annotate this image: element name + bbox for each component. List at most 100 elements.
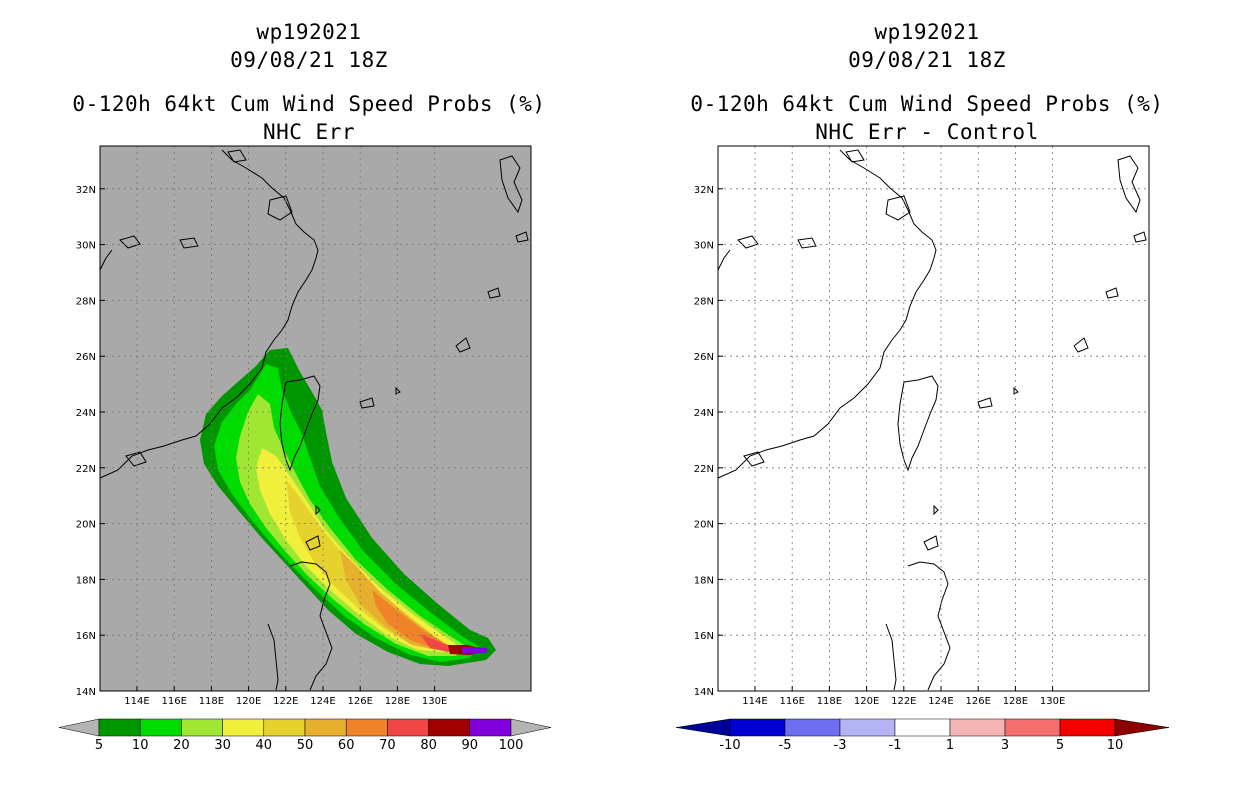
lat-tick-label: 14N	[76, 687, 96, 698]
colorbar-label: 90	[462, 738, 479, 753]
coastline-segment	[289, 561, 333, 691]
lat-tick-label: 18N	[76, 575, 96, 586]
lon-tick-label: 130E	[422, 696, 447, 707]
lon-tick-label: 116E	[779, 696, 804, 707]
colorbar-label: 70	[379, 738, 396, 753]
lat-tick-label: 28N	[694, 296, 714, 307]
swath-level-90	[462, 647, 488, 653]
colorbar-label: -10	[719, 738, 740, 753]
coastline-segment	[885, 623, 897, 691]
lat-tick-label: 16N	[694, 631, 714, 642]
colorbar-over-triangle	[1114, 718, 1170, 737]
coastline-segment	[1013, 386, 1019, 395]
map-nhc-err: 114E 116E 118E 120E 122E 124E 126E 128E 130E 14N 1…	[58, 145, 552, 753]
lat-tick-label: 22N	[76, 464, 96, 475]
coastline-segment	[885, 195, 911, 221]
coastline-segment	[305, 535, 321, 551]
coastline-segment	[1105, 287, 1119, 299]
coastline-segment	[515, 231, 529, 243]
lat-tick-label: 30N	[694, 241, 714, 252]
colorbar-swatch	[304, 718, 347, 737]
coastline-segment	[897, 375, 939, 472]
coastline-segment	[267, 623, 279, 691]
colorbar-swatch	[839, 718, 896, 737]
colorbar-swatch	[98, 718, 141, 737]
coastline-segment	[743, 451, 765, 467]
lon-tick-label: 126E	[347, 696, 372, 707]
panel-nhc-err: wp192021 09/08/21 18Z 0-120h 64kt Cum Wi…	[58, 20, 552, 753]
colorbar-label: 80	[420, 738, 437, 753]
datetime-title: 09/08/21 18Z	[848, 48, 1006, 72]
colorbar-swatch	[729, 718, 786, 737]
coastline-segment	[125, 451, 147, 467]
colorbar-swatch	[784, 718, 841, 737]
coastline-segment	[797, 237, 817, 249]
lon-tick-label: 128E	[1003, 696, 1028, 707]
lat-tick-label: 22N	[694, 464, 714, 475]
colorbar-under-triangle	[58, 718, 100, 737]
datetime-title: 09/08/21 18Z	[230, 48, 388, 72]
lat-tick-label: 20N	[76, 520, 96, 531]
coastline-segment	[1073, 337, 1089, 353]
coastline-segment	[717, 149, 937, 479]
lon-tick-label: 126E	[965, 696, 990, 707]
colorbar-label: 30	[214, 738, 231, 753]
map-frame	[717, 145, 1150, 692]
colorbar-swatch	[428, 718, 471, 737]
colorbar-over-triangle	[510, 718, 552, 737]
colorbar-swatch	[1004, 718, 1061, 737]
map-frame	[99, 145, 532, 692]
colorbar-swatch	[222, 718, 265, 737]
probability-swath	[200, 348, 496, 666]
colorbar-swatch	[263, 718, 306, 737]
colorbar-label: 10	[132, 738, 149, 753]
coastline-segment	[119, 235, 141, 249]
swath-level-10	[214, 364, 478, 662]
lat-tick-label: 20N	[694, 520, 714, 531]
colorbar-swatch	[181, 718, 223, 737]
coastline-segment	[1117, 155, 1141, 214]
colorbar-swatch	[139, 718, 182, 737]
lat-tick-label: 16N	[76, 631, 96, 642]
lat-tick-label: 32N	[694, 185, 714, 196]
colorbar-swatch	[894, 718, 951, 737]
lon-tick-label: 124E	[310, 696, 335, 707]
colorbar-label: 3	[1001, 738, 1009, 753]
lon-tick-label: 118E	[817, 696, 842, 707]
lat-tick-label: 28N	[76, 296, 96, 307]
colorbar-under-triangle	[675, 718, 731, 737]
lat-tick-label: 24N	[76, 408, 96, 419]
product-title: 0-120h 64kt Cum Wind Speed Probs (%)	[690, 92, 1164, 116]
colorbar: 5 10 20 30 40 50 60 70 80 90 100	[58, 718, 552, 753]
lat-tick-label: 30N	[76, 241, 96, 252]
coastline-segment	[279, 375, 321, 472]
colorbar-swatch	[949, 718, 1006, 737]
coastline-segment	[907, 561, 951, 691]
coastline-segment	[1133, 231, 1147, 243]
coastline-segment	[267, 195, 293, 221]
coastline-segment	[455, 337, 471, 353]
coastline-segment	[977, 397, 993, 409]
map-nhc-err-control: 114E 116E 118E 120E 122E 124E 126E 128E 130E 14N 1…	[675, 145, 1170, 753]
coastline-segment	[845, 149, 865, 163]
product-title: 0-120h 64kt Cum Wind Speed Probs (%)	[72, 92, 546, 116]
storm-id-title: wp192021	[874, 20, 980, 44]
colorbar-label: 60	[338, 738, 355, 753]
colorbar-label: -3	[834, 738, 847, 753]
lon-tick-label: 120E	[236, 696, 261, 707]
coastline-segment	[487, 287, 501, 299]
lat-tick-label: 26N	[76, 352, 96, 363]
lon-tick-label: 128E	[385, 696, 410, 707]
colorbar-label: 1	[946, 738, 954, 753]
coastline-segment	[499, 155, 523, 214]
coastline-segment	[395, 386, 401, 395]
lon-tick-label: 118E	[199, 696, 224, 707]
colorbar-swatch	[1059, 718, 1116, 737]
colorbar: -10 -5 -3 -1 1 3 5 10	[675, 718, 1170, 753]
lon-tick-label: 124E	[928, 696, 953, 707]
colorbar-label: -5	[779, 738, 792, 753]
coastline-segment	[359, 397, 375, 409]
panel-nhc-err-control: wp192021 09/08/21 18Z 0-120h 64kt Cum Wi…	[618, 0, 1236, 800]
colorbar-label: 5	[1056, 738, 1064, 753]
coastline-segment	[717, 249, 731, 271]
